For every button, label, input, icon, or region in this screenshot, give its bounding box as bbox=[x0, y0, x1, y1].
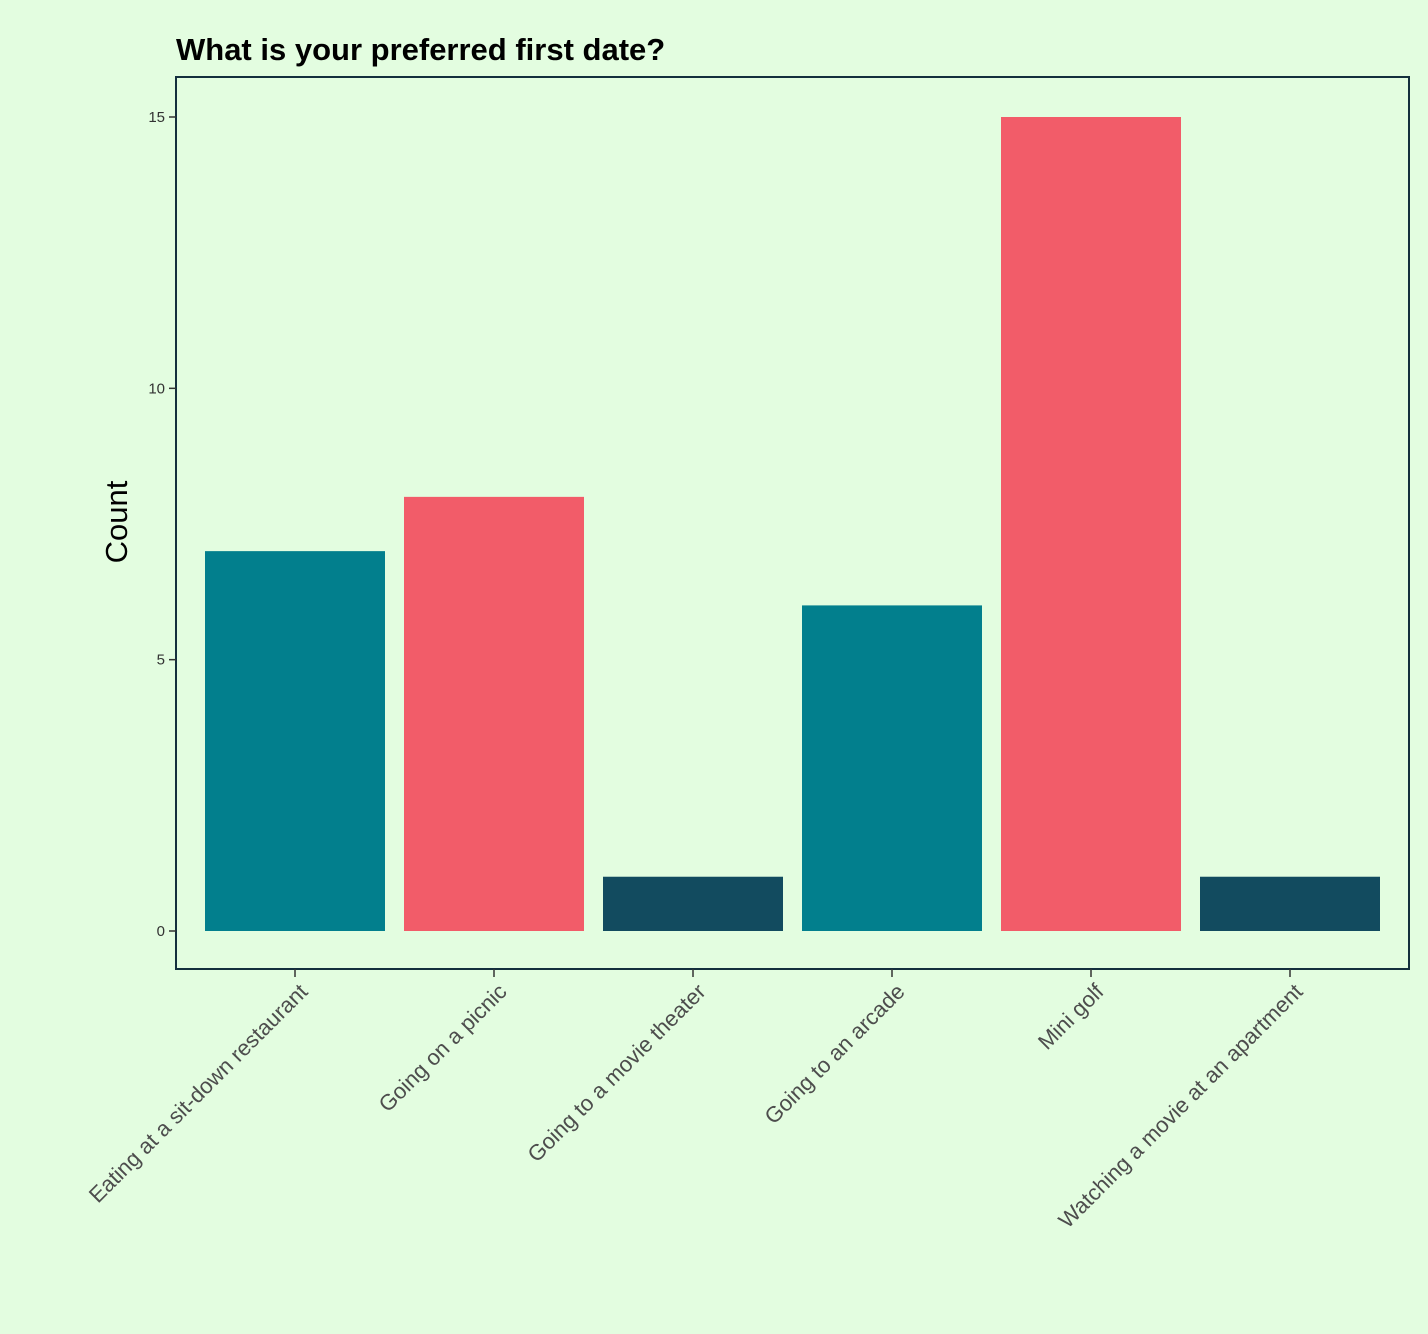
y-axis: 0 5 10 15 bbox=[148, 109, 176, 940]
y-tick-label: 5 bbox=[157, 652, 165, 669]
x-tick-label: Mini golf bbox=[1033, 978, 1109, 1054]
bar bbox=[603, 876, 783, 931]
bar bbox=[802, 605, 982, 931]
y-axis-label: Count bbox=[99, 480, 134, 563]
bar bbox=[1001, 117, 1181, 931]
chart-title: What is your preferred first date? bbox=[176, 32, 665, 67]
x-tick-label: Eating at a sit-down restaurant bbox=[84, 979, 313, 1208]
bars-layer bbox=[205, 117, 1380, 931]
x-tick-label: Going to an arcade bbox=[760, 979, 910, 1129]
x-axis: Eating at a sit-down restaurant Going on … bbox=[84, 969, 1308, 1233]
bar bbox=[205, 551, 385, 931]
x-tick-label: Watching a movie at an apartment bbox=[1054, 979, 1308, 1233]
bar bbox=[404, 496, 584, 931]
x-tick-label: Going on a picnic bbox=[374, 979, 512, 1117]
x-tick-label: Going to a movie theater bbox=[523, 979, 711, 1167]
y-tick-label: 0 bbox=[157, 923, 165, 940]
bar bbox=[1200, 876, 1380, 931]
plot-panel-border bbox=[175, 76, 1410, 970]
y-tick-label: 15 bbox=[148, 109, 165, 126]
y-tick-label: 10 bbox=[148, 380, 165, 397]
